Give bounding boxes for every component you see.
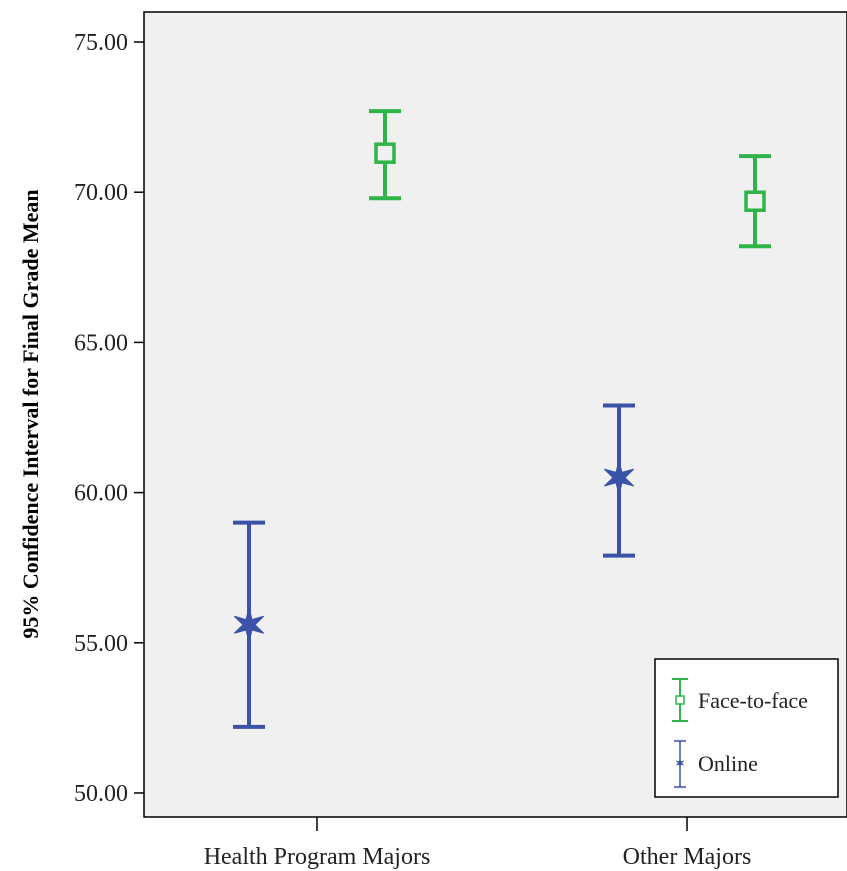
y-axis: 50.00 55.00 60.00 65.00 70.00 75.00 — [74, 30, 144, 807]
y-axis-label: 95% Confidence Interval for Final Grade … — [18, 189, 43, 638]
legend-label: Online — [698, 751, 758, 776]
y-tick-label: 60.00 — [74, 481, 128, 507]
x-tick-label: Health Program Majors — [204, 844, 431, 870]
x-tick-label: Other Majors — [623, 844, 752, 870]
y-tick-label: 55.00 — [74, 631, 128, 657]
mean-point-star — [603, 460, 635, 495]
mean-point-square — [374, 142, 396, 164]
y-tick-label: 65.00 — [74, 330, 128, 356]
data-marks — [233, 109, 771, 729]
legend-marker-star — [675, 758, 685, 768]
mean-point-star — [233, 607, 265, 642]
y-tick-label: 70.00 — [74, 180, 128, 206]
y-tick-label: 50.00 — [74, 781, 128, 807]
mean-point-square — [744, 190, 766, 212]
legend-box — [654, 658, 839, 798]
legend-marker-square — [675, 695, 685, 705]
y-tick-label: 75.00 — [74, 30, 128, 56]
legend: Face-to-face Online — [654, 658, 839, 798]
legend-label: Face-to-face — [698, 688, 808, 713]
x-axis: Health Program Majors Other Majors — [204, 817, 752, 870]
